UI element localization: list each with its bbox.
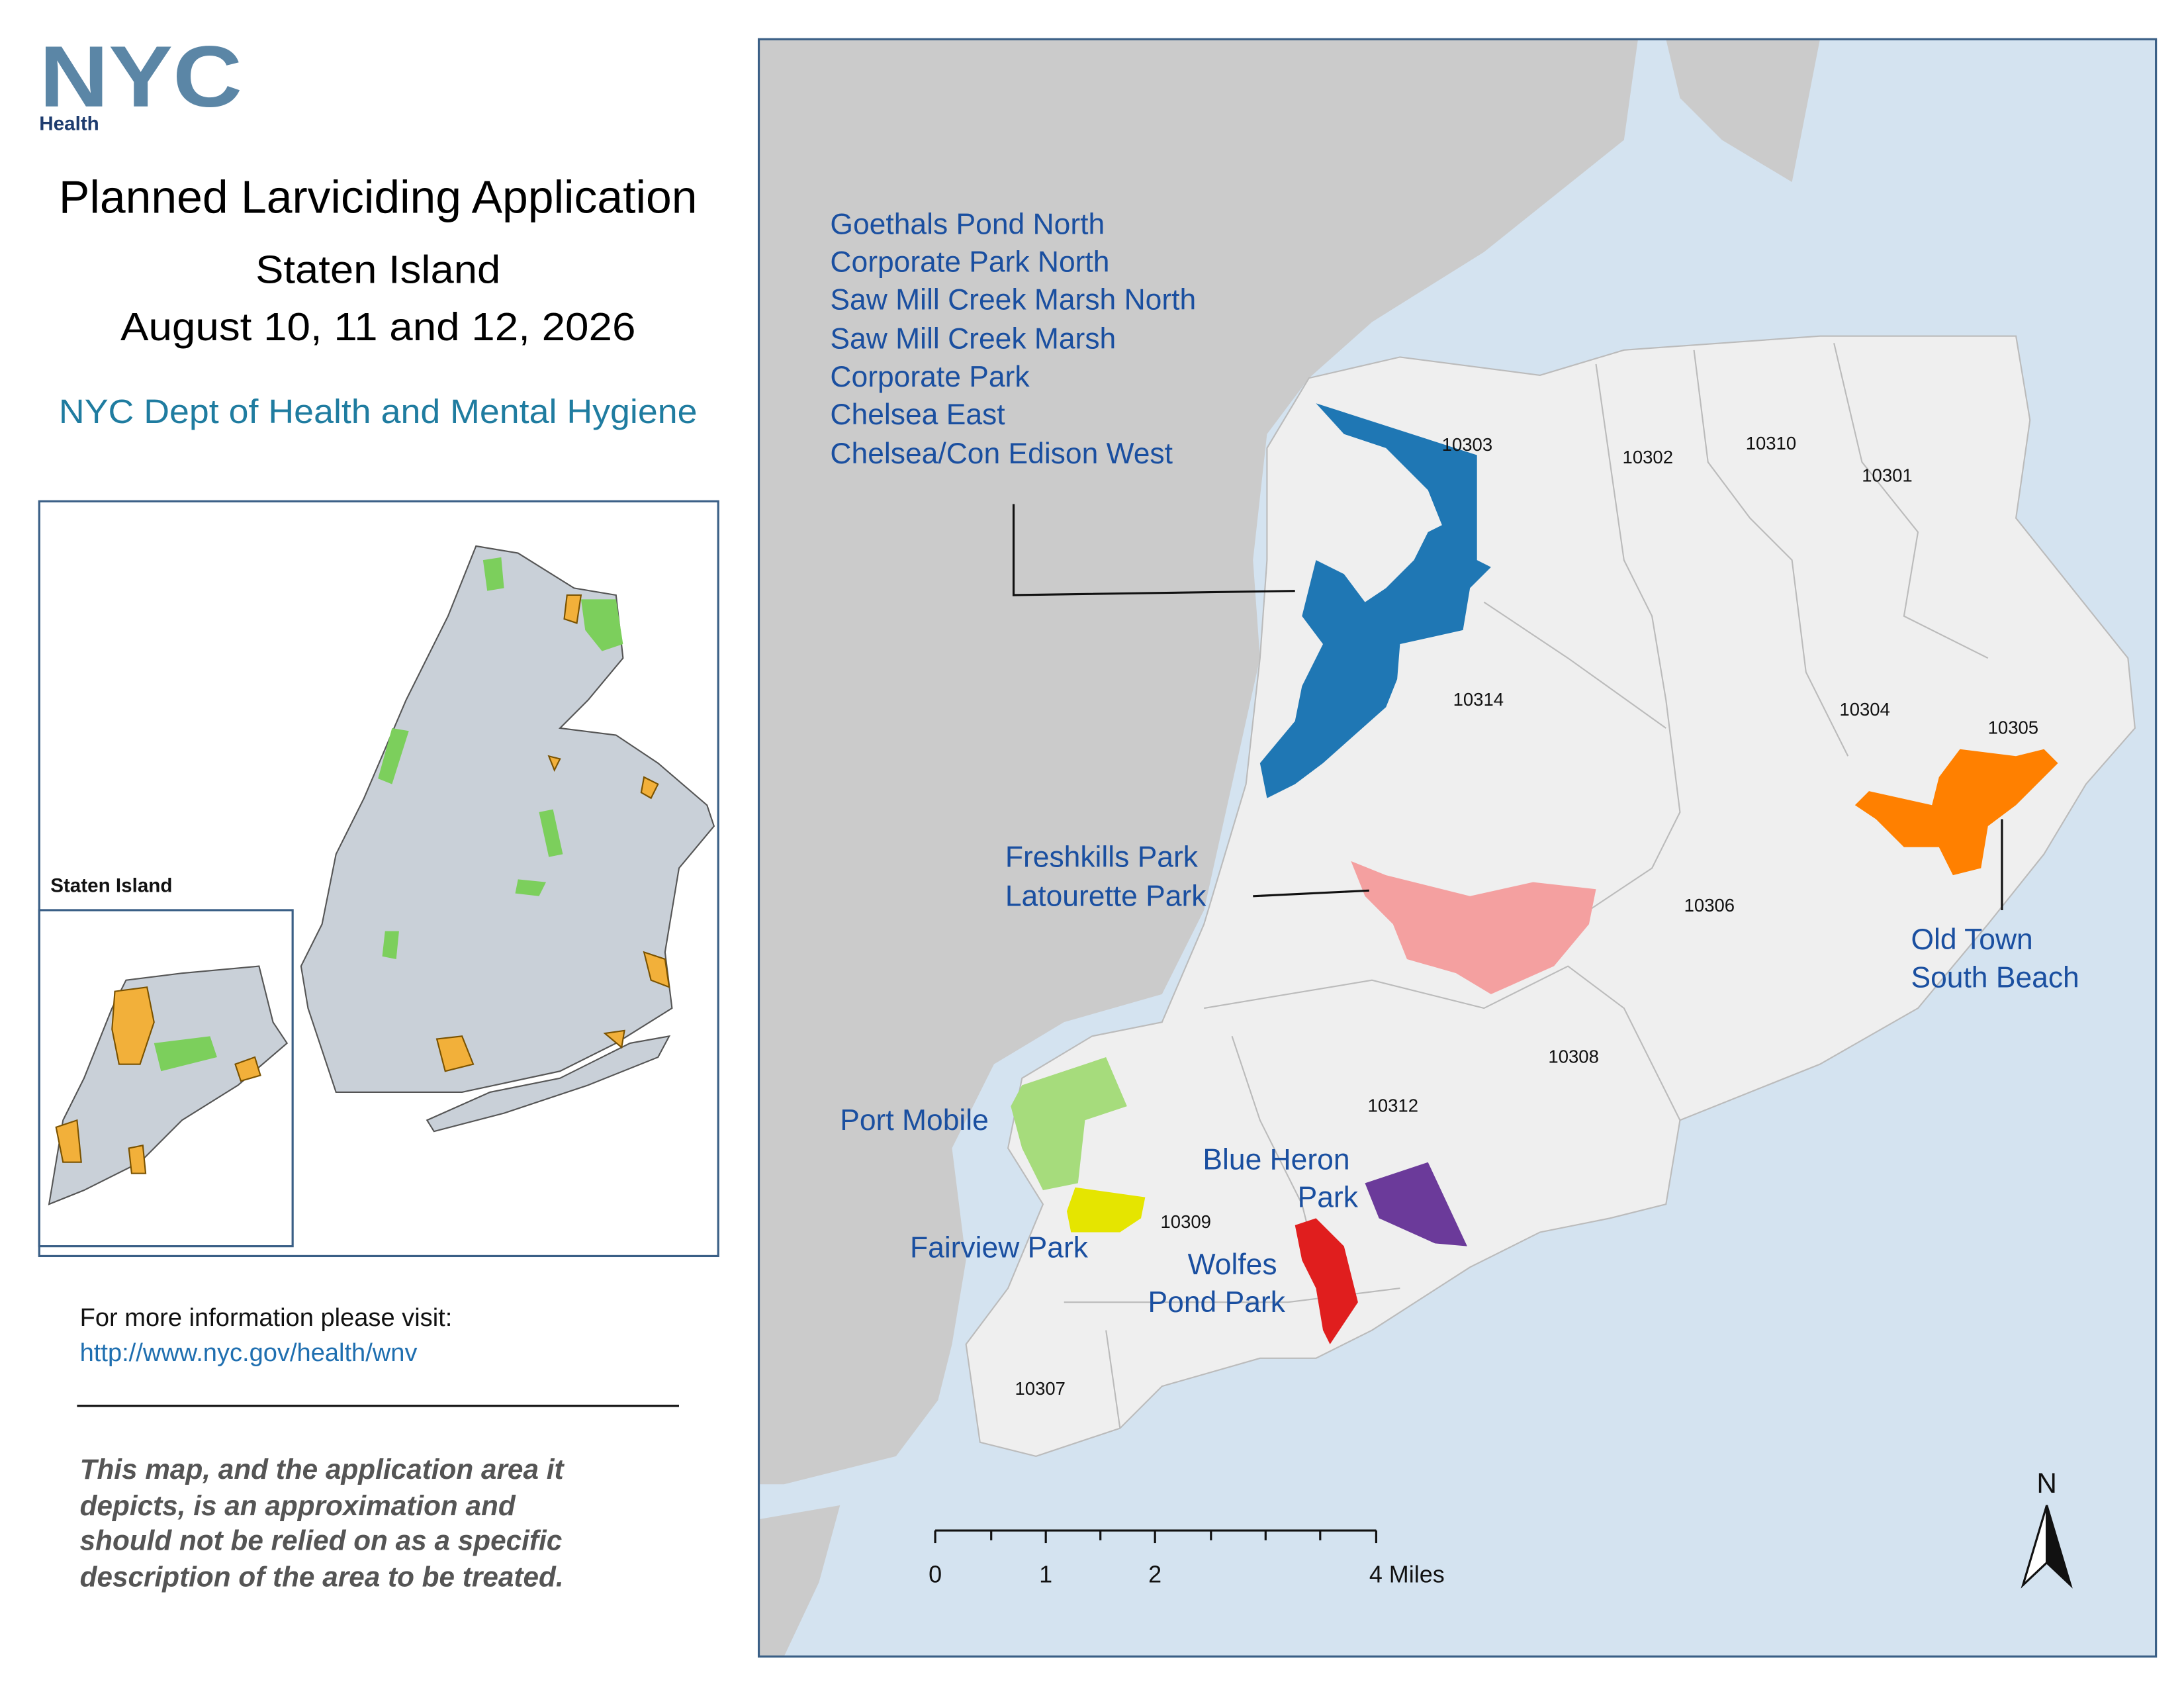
subtitle: Staten Island bbox=[255, 247, 500, 291]
site-label: Goethals Pond North Corporate Park North… bbox=[830, 208, 1204, 470]
logo: NYC bbox=[39, 28, 242, 125]
site-label-line: Corporate Park bbox=[830, 361, 1030, 393]
zip-label: 10307 bbox=[1015, 1378, 1066, 1399]
site-label-line: South Beach bbox=[1911, 961, 2079, 994]
site-label-line: Wolfes bbox=[1188, 1248, 1277, 1281]
info-text: For more information please visit: bbox=[80, 1304, 453, 1332]
inset-label: Staten Island bbox=[50, 874, 172, 896]
site-label-line: Chelsea/Con Edison West bbox=[830, 438, 1173, 470]
scale-bar bbox=[934, 1529, 1377, 1544]
main-map bbox=[758, 39, 2156, 1657]
site-label: Old Town South Beach bbox=[1911, 923, 2079, 994]
zip-label: 10309 bbox=[1161, 1211, 1211, 1232]
zip-label: 10308 bbox=[1548, 1047, 1598, 1067]
site-label-line: Old Town bbox=[1911, 923, 2032, 956]
north-label: N bbox=[2036, 1468, 2057, 1499]
disclaimer-line: description of the area to be treated. bbox=[80, 1562, 564, 1593]
site-area bbox=[1365, 1162, 1467, 1246]
site-label-line: Saw Mill Creek Marsh North bbox=[830, 283, 1196, 316]
zip-label: 10314 bbox=[1453, 689, 1504, 710]
site-label-line: Chelsea East bbox=[830, 399, 1005, 431]
scale-label: 0 bbox=[929, 1560, 942, 1587]
site-label-line: Park bbox=[1298, 1181, 1359, 1213]
disclaimer-line: should not be relied on as a specific bbox=[80, 1525, 563, 1556]
map-frame bbox=[757, 38, 2158, 1658]
disclaimer-line: This map, and the application area it bbox=[80, 1454, 565, 1485]
agency: NYC Dept of Health and Mental Hygiene bbox=[59, 393, 698, 430]
bayonne bbox=[1666, 39, 1820, 182]
site-area bbox=[1259, 403, 1491, 798]
site-area bbox=[1295, 1218, 1358, 1344]
inset-si bbox=[48, 965, 289, 1205]
zip-label: 10306 bbox=[1684, 895, 1735, 915]
site-area bbox=[1066, 1187, 1146, 1233]
site-label-line: Goethals Pond North bbox=[830, 208, 1105, 240]
scale-label: 1 bbox=[1039, 1560, 1052, 1587]
site-label: Port Mobile bbox=[840, 1104, 989, 1137]
inset-sites bbox=[435, 594, 670, 1072]
inset-si-parks bbox=[154, 1036, 217, 1072]
title: Planned Larviciding Application bbox=[59, 171, 698, 223]
north-arrow bbox=[2046, 1505, 2073, 1589]
zip-label: 10305 bbox=[1988, 717, 2038, 737]
disclaimer-line: depicts, is an approximation and bbox=[80, 1490, 516, 1521]
scale-label: 2 bbox=[1148, 1560, 1161, 1587]
zip-label: 10303 bbox=[1442, 434, 1492, 455]
inset-parks bbox=[378, 557, 623, 959]
zip-label: 10310 bbox=[1746, 433, 1796, 453]
site-area bbox=[1854, 749, 2058, 876]
leader-lines bbox=[1012, 504, 2003, 910]
site-label-line: Blue Heron bbox=[1203, 1143, 1349, 1176]
scale-label: 4 Miles bbox=[1369, 1560, 1445, 1587]
info-url[interactable]: http://www.nyc.gov/health/wnv bbox=[80, 1339, 418, 1367]
zip-label: 10312 bbox=[1368, 1096, 1418, 1116]
zip-label: 10302 bbox=[1623, 447, 1673, 467]
inset-rockaway bbox=[426, 1035, 671, 1133]
nj-land-south bbox=[758, 1505, 841, 1657]
site-label-line: Pond Park bbox=[1148, 1286, 1286, 1319]
logo-sub: Health bbox=[39, 113, 99, 135]
zip-label: 10301 bbox=[1862, 465, 1912, 486]
site-area bbox=[1351, 861, 1596, 994]
site-area bbox=[1011, 1057, 1127, 1191]
zip-label: 10304 bbox=[1839, 699, 1889, 720]
site-label: Fairview Park bbox=[910, 1232, 1089, 1264]
date: August 10, 11 and 12, 2026 bbox=[120, 305, 635, 349]
inset-si-sites bbox=[55, 986, 261, 1174]
site-label: Freshkills Park Latourette Park bbox=[1005, 841, 1206, 912]
site-label: Blue Heron Park bbox=[1203, 1143, 1358, 1213]
disclaimer: This map, and the application area it de… bbox=[80, 1454, 572, 1593]
site-label: Wolfes Pond Park bbox=[1148, 1248, 1286, 1319]
site-label-line: Freshkills Park bbox=[1005, 841, 1199, 873]
site-label-line: Saw Mill Creek Marsh bbox=[830, 323, 1116, 355]
nj-land bbox=[758, 39, 1638, 1485]
site-label-line: Latourette Park bbox=[1005, 880, 1206, 913]
site-label-line: Corporate Park North bbox=[830, 246, 1109, 278]
